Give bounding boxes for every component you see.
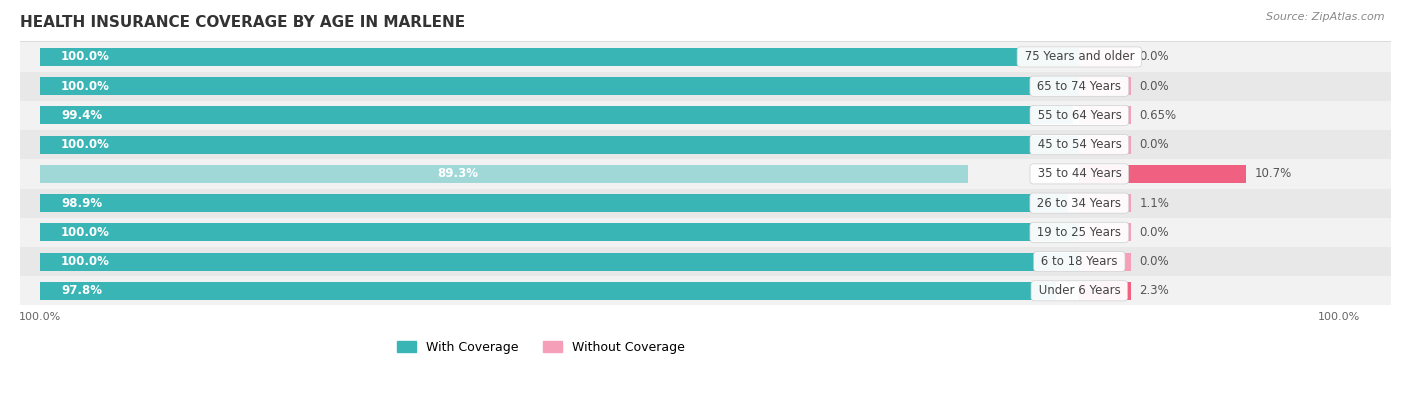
Bar — [1080, 223, 1132, 242]
Text: 55 to 64 Years: 55 to 64 Years — [1033, 109, 1125, 122]
Bar — [20, 71, 1391, 101]
Text: 89.3%: 89.3% — [437, 167, 478, 181]
Text: 1.1%: 1.1% — [1140, 197, 1170, 210]
Bar — [20, 101, 1391, 130]
Text: 35 to 44 Years: 35 to 44 Years — [1033, 167, 1125, 181]
Text: 0.0%: 0.0% — [1140, 138, 1170, 151]
Bar — [41, 106, 1073, 124]
Bar — [1080, 165, 1246, 183]
Bar — [20, 159, 1391, 188]
Text: Source: ZipAtlas.com: Source: ZipAtlas.com — [1267, 12, 1385, 22]
Text: 0.0%: 0.0% — [1140, 80, 1170, 93]
Bar — [1080, 77, 1132, 95]
Bar — [20, 188, 1391, 218]
Bar — [41, 253, 1080, 271]
Text: 45 to 54 Years: 45 to 54 Years — [1033, 138, 1125, 151]
Bar — [1080, 48, 1132, 66]
Bar — [1080, 253, 1132, 271]
Text: 26 to 34 Years: 26 to 34 Years — [1033, 197, 1125, 210]
Text: 6 to 18 Years: 6 to 18 Years — [1038, 255, 1122, 268]
Text: 65 to 74 Years: 65 to 74 Years — [1033, 80, 1125, 93]
Bar — [20, 276, 1391, 305]
Text: 19 to 25 Years: 19 to 25 Years — [1033, 226, 1125, 239]
Bar — [41, 282, 1056, 300]
Text: 0.0%: 0.0% — [1140, 51, 1170, 63]
Legend: With Coverage, Without Coverage: With Coverage, Without Coverage — [392, 336, 690, 359]
Text: 100.0%: 100.0% — [62, 226, 110, 239]
Bar — [41, 165, 969, 183]
Bar — [41, 223, 1080, 242]
Text: 75 Years and older: 75 Years and older — [1021, 51, 1137, 63]
Text: 100.0%: 100.0% — [62, 138, 110, 151]
Bar — [41, 194, 1069, 212]
Text: 100.0%: 100.0% — [62, 51, 110, 63]
Bar — [20, 130, 1391, 159]
Text: 0.65%: 0.65% — [1140, 109, 1177, 122]
Bar — [20, 218, 1391, 247]
Text: 99.4%: 99.4% — [62, 109, 103, 122]
Text: HEALTH INSURANCE COVERAGE BY AGE IN MARLENE: HEALTH INSURANCE COVERAGE BY AGE IN MARL… — [20, 15, 465, 30]
Text: 0.0%: 0.0% — [1140, 226, 1170, 239]
Text: 10.7%: 10.7% — [1254, 167, 1292, 181]
Bar — [20, 247, 1391, 276]
Text: 100.0%: 100.0% — [62, 80, 110, 93]
Text: 0.0%: 0.0% — [1140, 255, 1170, 268]
Bar — [1080, 282, 1132, 300]
Bar — [41, 77, 1080, 95]
Bar — [1080, 136, 1132, 154]
Bar — [1080, 194, 1132, 212]
Text: Under 6 Years: Under 6 Years — [1035, 284, 1123, 297]
Bar — [20, 42, 1391, 71]
Text: 2.3%: 2.3% — [1140, 284, 1170, 297]
Text: 97.8%: 97.8% — [62, 284, 103, 297]
Text: 100.0%: 100.0% — [62, 255, 110, 268]
Bar — [1080, 106, 1132, 124]
Bar — [41, 136, 1080, 154]
Bar — [41, 48, 1080, 66]
Text: 98.9%: 98.9% — [62, 197, 103, 210]
